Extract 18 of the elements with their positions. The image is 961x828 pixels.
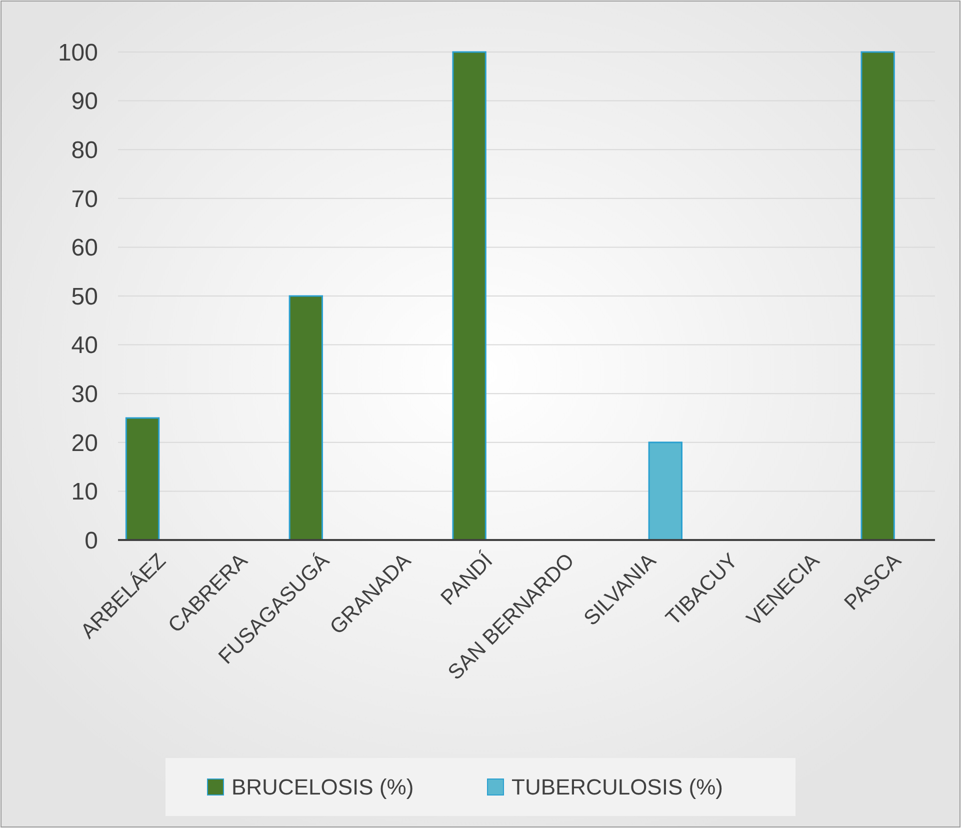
bar [860,51,895,541]
y-tick-label: 90 [71,88,98,116]
y-tick-label: 60 [71,234,98,262]
y-tick-label: 70 [71,186,98,213]
y-tick-label: 80 [71,137,98,164]
y-tick-label: 0 [84,527,98,554]
bar [288,295,323,541]
y-tick-label: 30 [71,381,98,408]
legend-label: BRUCELOSIS (%) [232,774,414,800]
y-tick-label: 20 [71,430,98,457]
bar [452,51,486,541]
y-tick-label: 10 [71,478,98,506]
y-tick-label: 50 [71,283,98,310]
y-tick-label: 40 [71,332,98,360]
y-tick-label: 100 [58,39,98,66]
legend-label: TUBERCULOSIS (%) [512,774,723,800]
bar [125,417,160,541]
bar [648,442,682,541]
